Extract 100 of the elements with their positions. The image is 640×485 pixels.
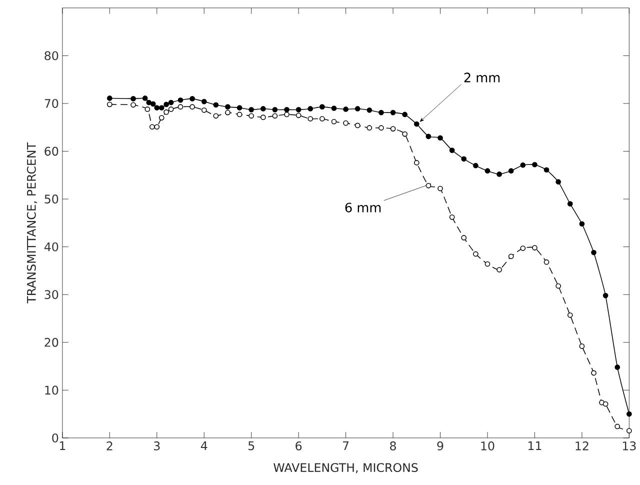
- x-tick-label: 3: [154, 441, 160, 450]
- point: [438, 134, 443, 140]
- point: [146, 100, 152, 105]
- point: [213, 112, 219, 118]
- point: [272, 112, 278, 118]
- point: [378, 124, 384, 130]
- point: [473, 162, 478, 168]
- point: [508, 253, 514, 259]
- point: [142, 95, 148, 101]
- point: [402, 112, 408, 117]
- point: [149, 124, 155, 130]
- point: [296, 112, 302, 118]
- y-tick-label: 0: [52, 433, 58, 442]
- point: [158, 104, 164, 110]
- point: [154, 124, 160, 130]
- point: [579, 220, 585, 226]
- point: [614, 364, 620, 370]
- x-tick-label: 6: [296, 441, 302, 450]
- point: [354, 106, 360, 112]
- point: [556, 283, 562, 288]
- point: [248, 106, 254, 112]
- point: [225, 110, 230, 115]
- point: [284, 112, 290, 117]
- point: [390, 110, 396, 115]
- x-tick-label: 7: [343, 441, 349, 450]
- x-tick-label: 11: [528, 441, 542, 450]
- point: [343, 106, 348, 112]
- annotation: 6 mm: [345, 202, 381, 212]
- point: [354, 122, 360, 128]
- point: [225, 104, 230, 110]
- point: [532, 244, 538, 250]
- point: [626, 428, 632, 434]
- point: [130, 96, 136, 102]
- point: [438, 186, 443, 191]
- point: [130, 102, 136, 108]
- point: [449, 214, 455, 220]
- x-tick-label: 9: [437, 441, 444, 450]
- point: [426, 134, 432, 139]
- y-tick-label: 60: [44, 146, 58, 156]
- point: [520, 245, 526, 251]
- point: [190, 104, 195, 110]
- point: [614, 424, 620, 429]
- point: [213, 102, 219, 108]
- point: [201, 98, 207, 104]
- point: [390, 126, 396, 132]
- point: [366, 107, 372, 113]
- point: [496, 171, 502, 177]
- y-tick-label: 50: [44, 194, 58, 204]
- point: [331, 118, 337, 124]
- point: [164, 102, 170, 107]
- x-tick-label: 13: [622, 441, 636, 450]
- point: [308, 116, 314, 122]
- point: [532, 162, 538, 168]
- y-tick-label: 40: [44, 242, 58, 252]
- point: [178, 104, 184, 110]
- point: [567, 200, 573, 206]
- point: [461, 156, 467, 162]
- point: [544, 259, 550, 265]
- point: [164, 109, 170, 115]
- y-tick-label: 30: [44, 290, 58, 299]
- point: [260, 114, 266, 120]
- x-tick-label: 5: [248, 441, 254, 450]
- point: [484, 261, 490, 266]
- point: [248, 112, 254, 118]
- point: [320, 116, 325, 122]
- point: [236, 112, 242, 117]
- point: [602, 292, 608, 298]
- y-tick-label: 10: [45, 385, 58, 394]
- y-tick-label: 70: [44, 98, 58, 108]
- point: [343, 120, 348, 126]
- point: [236, 104, 242, 110]
- x-axis-title: WAVELENGTH, MICRONS: [274, 462, 418, 474]
- point: [144, 106, 150, 112]
- point: [402, 131, 408, 136]
- point: [331, 105, 337, 111]
- point: [150, 101, 156, 106]
- point: [567, 312, 573, 318]
- point: [178, 97, 184, 103]
- point: [591, 370, 596, 376]
- point: [579, 343, 585, 349]
- point: [158, 114, 164, 120]
- point: [106, 95, 112, 101]
- point: [449, 147, 455, 153]
- point: [414, 121, 420, 126]
- y-tick-label: 80: [44, 50, 58, 60]
- point: [308, 106, 314, 112]
- point: [508, 168, 514, 174]
- point: [626, 411, 632, 416]
- point: [201, 107, 207, 113]
- point: [260, 106, 266, 112]
- point: [378, 110, 384, 115]
- x-tick-label: 1: [60, 441, 66, 450]
- point: [272, 106, 278, 112]
- x-tick-label: 10: [481, 441, 494, 450]
- point: [284, 106, 290, 112]
- y-tick-label: 20: [44, 338, 58, 347]
- point: [461, 234, 467, 240]
- point: [544, 166, 550, 172]
- point: [520, 162, 526, 168]
- x-tick-label: 2: [106, 441, 112, 450]
